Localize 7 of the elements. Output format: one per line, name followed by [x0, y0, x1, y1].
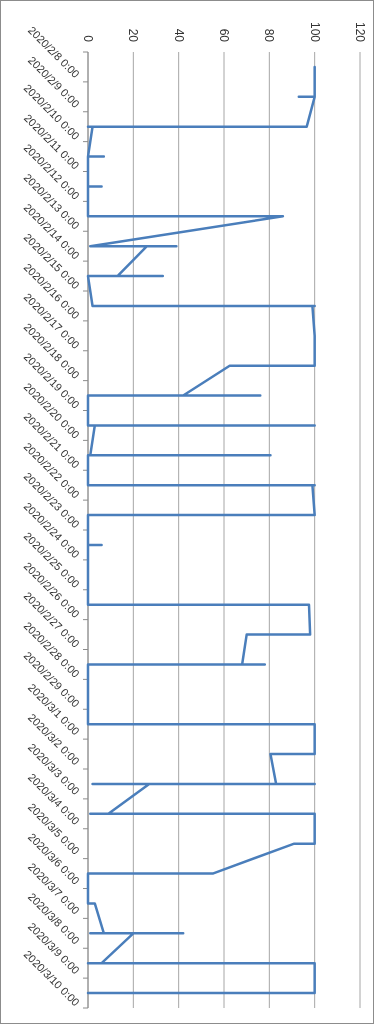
x-tick-label: 20	[126, 28, 141, 43]
x-tick-label: 40	[171, 28, 186, 43]
x-tick-label: 120	[353, 21, 367, 43]
x-tick-label: 0	[81, 35, 95, 43]
x-tick-label: 60	[217, 28, 231, 43]
x-tick-label: 100	[307, 21, 322, 43]
x-tick-label: 80	[262, 28, 277, 43]
